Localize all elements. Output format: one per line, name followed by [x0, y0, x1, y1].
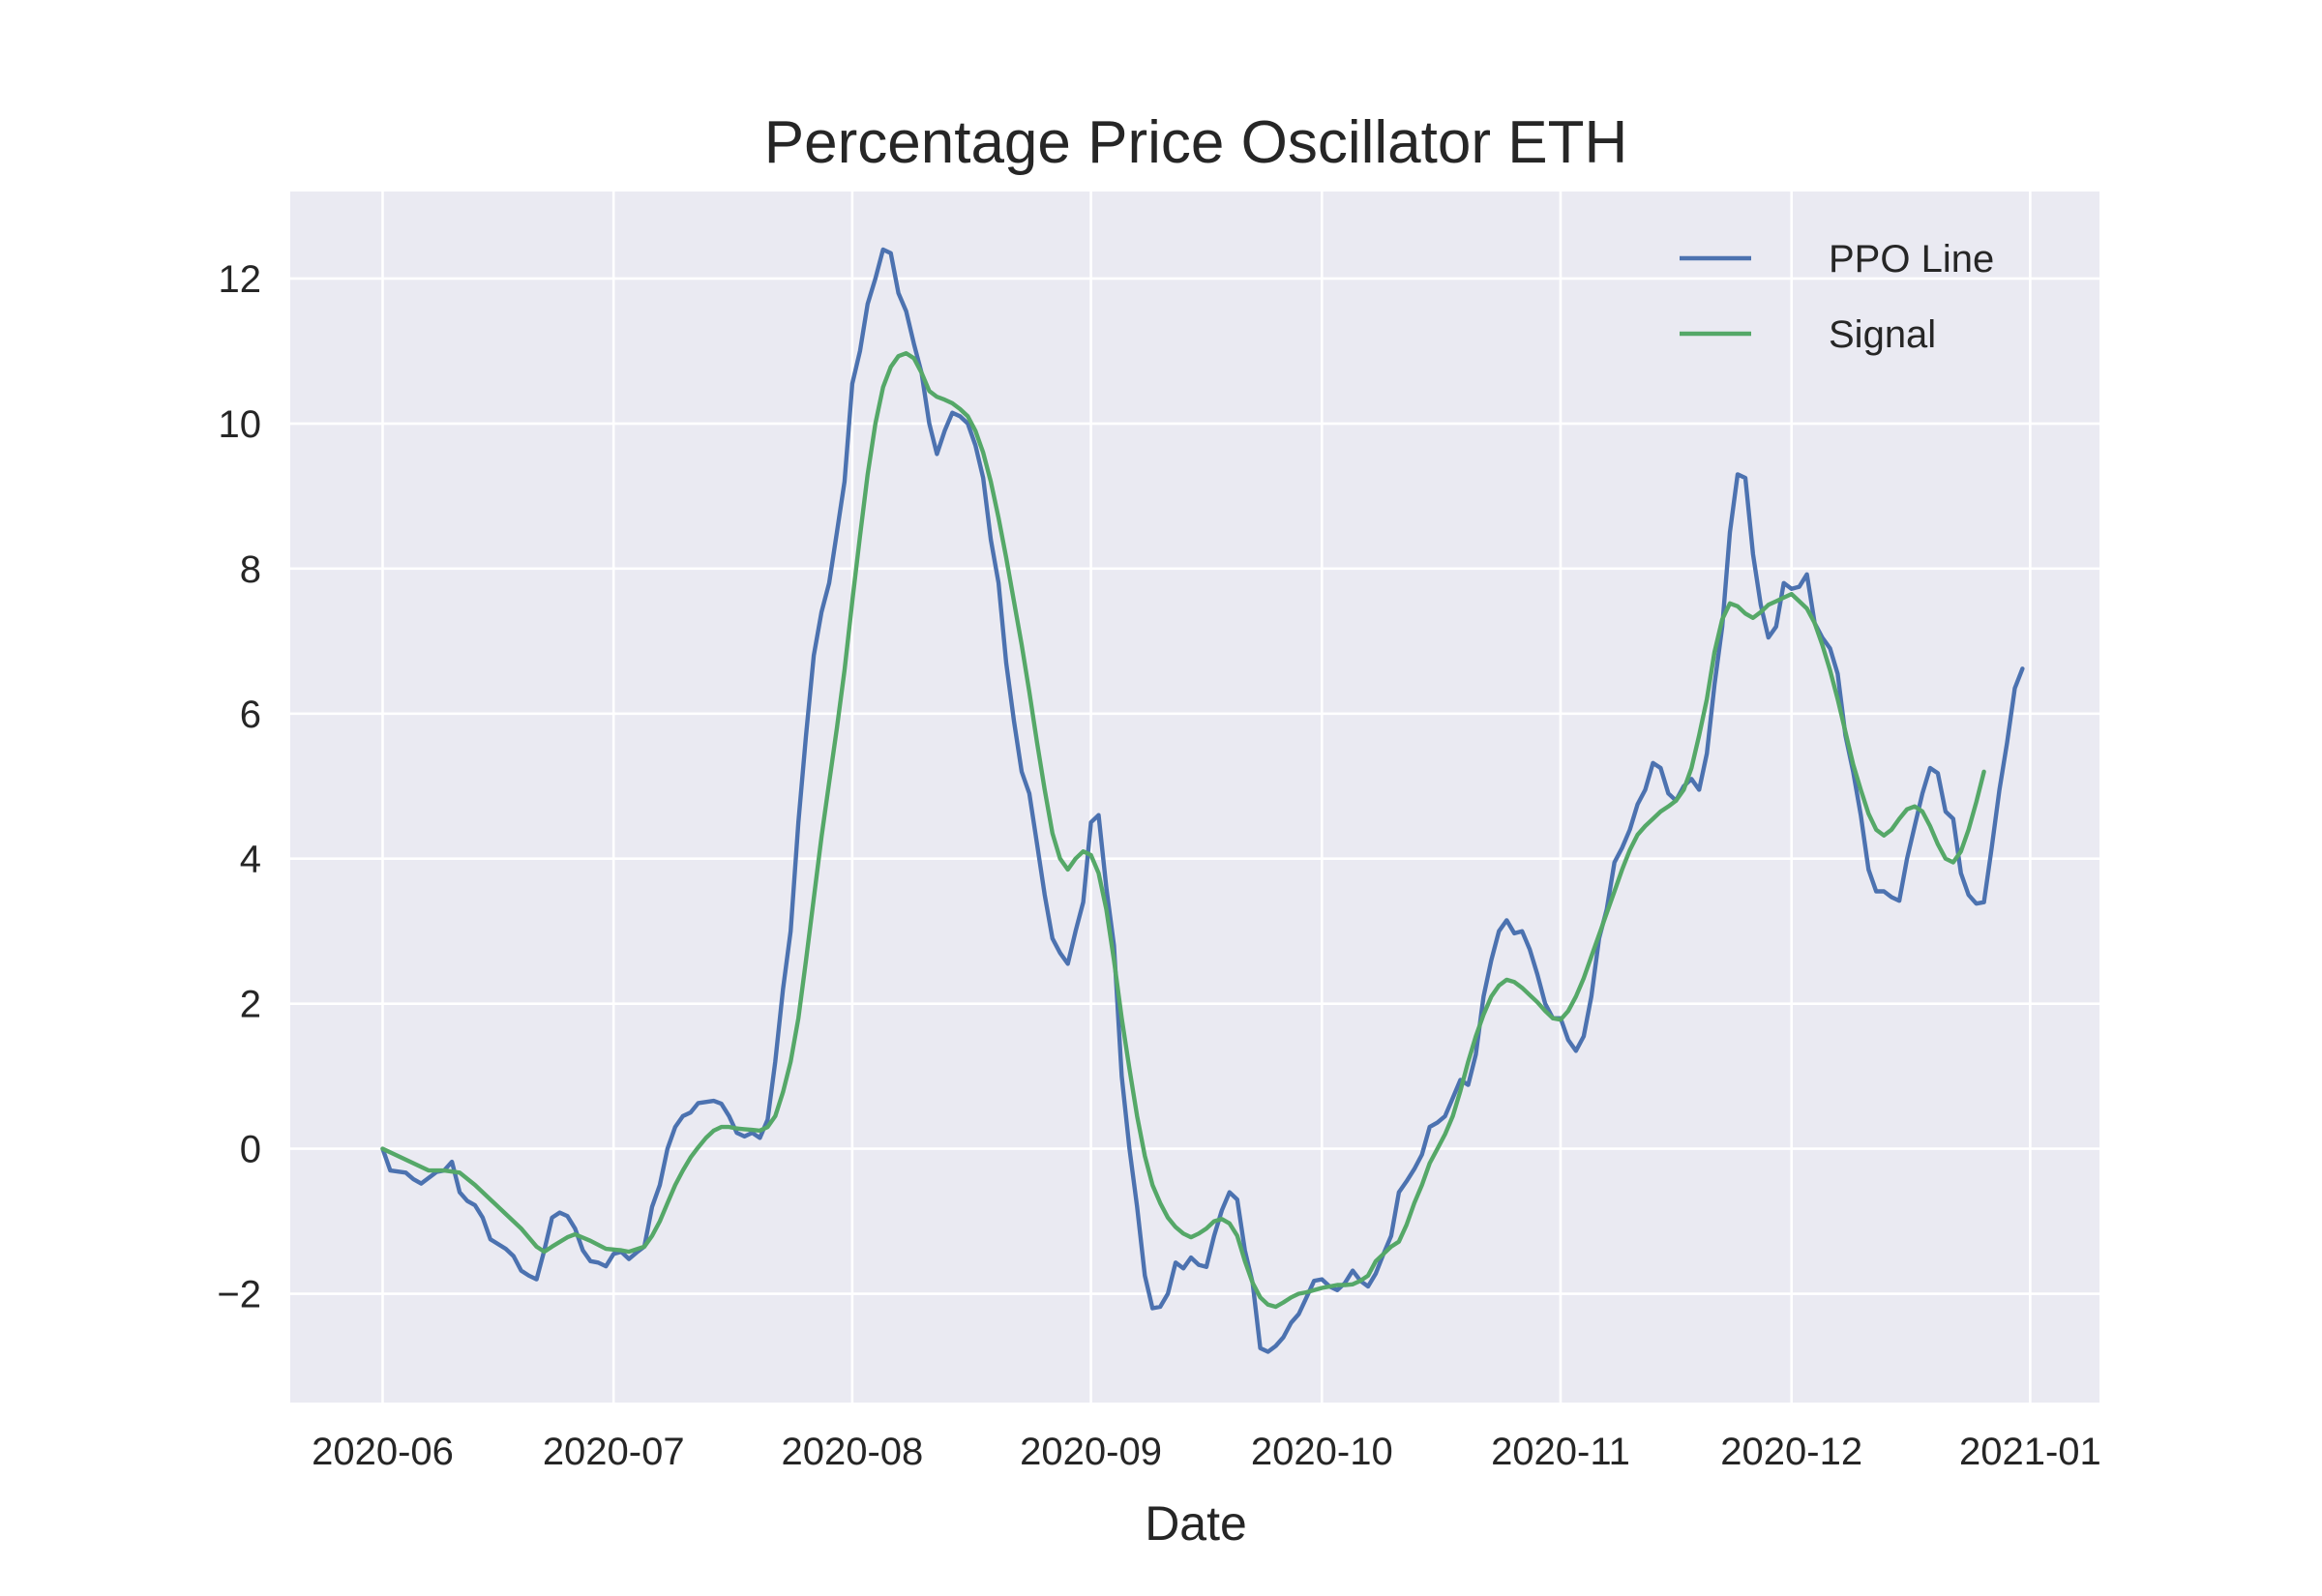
series-line-ppo-line	[380, 247, 2025, 1354]
plot-area	[290, 192, 2099, 1403]
series-line-signal	[380, 351, 1986, 1310]
x-tick-label: 2020-10	[1251, 1431, 1393, 1473]
x-tick-label: 2020-11	[1491, 1431, 1630, 1473]
x-tick-label: 2020-06	[312, 1431, 454, 1473]
y-tick-label: 6	[240, 694, 261, 736]
y-tick-label: −2	[217, 1274, 261, 1316]
x-tick-label: 2021-01	[1959, 1431, 2101, 1473]
legend-label-ppo-line: PPO Line	[1829, 238, 1994, 281]
series-layer	[380, 247, 2025, 1354]
x-axis-label: Date	[1145, 1496, 1247, 1551]
legend: PPO Line Signal	[1680, 238, 1994, 356]
x-tick-label: 2020-08	[781, 1431, 923, 1473]
grid	[290, 192, 2099, 1403]
y-tick-label: 12	[219, 258, 262, 301]
y-tick-label: 4	[240, 839, 261, 881]
chart-title: Percentage Price Oscillator ETH	[764, 109, 1627, 176]
y-tick-label: 10	[219, 403, 262, 446]
y-tick-label: 2	[240, 984, 261, 1026]
x-tick-label: 2020-12	[1720, 1431, 1862, 1473]
tick-labels: 2020-06 2020-07 2020-08 2020-09 2020-10 2020-…	[217, 258, 2100, 1473]
y-tick-label: 0	[240, 1129, 261, 1171]
y-tick-label: 8	[240, 548, 261, 591]
legend-label-signal: Signal	[1829, 313, 1936, 356]
x-tick-label: 2020-09	[1020, 1431, 1162, 1473]
x-tick-label: 2020-07	[543, 1431, 685, 1473]
